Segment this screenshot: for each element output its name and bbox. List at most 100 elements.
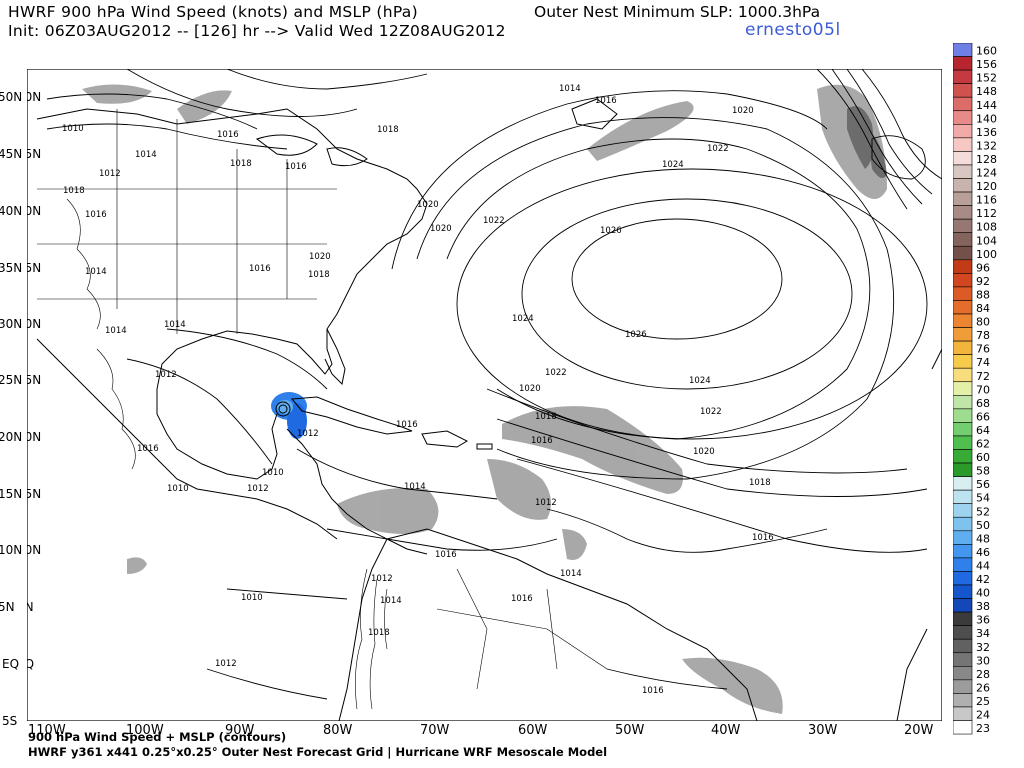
legend-label: 128 xyxy=(976,153,997,166)
isobar-label: 1012 xyxy=(215,659,237,669)
lat-label: 30N xyxy=(27,317,41,331)
legend-label: 108 xyxy=(976,221,997,234)
lon-label: 40W xyxy=(711,723,741,738)
legend-label: 48 xyxy=(976,532,990,545)
legend-label: 124 xyxy=(976,167,997,180)
legend-swatch xyxy=(953,557,973,572)
isobar-label: 1014 xyxy=(404,482,426,492)
legend-swatch xyxy=(953,164,973,179)
lat-label: 45N xyxy=(27,147,41,161)
isobar-label: 1018 xyxy=(230,159,252,169)
lon-label: 70W xyxy=(420,723,450,738)
lat-label: 25N xyxy=(27,373,41,387)
legend-label: 42 xyxy=(976,573,990,586)
storm-core xyxy=(271,392,307,439)
isobar-label: 1018 xyxy=(308,270,330,280)
isobar-label: 1020 xyxy=(430,224,452,234)
legend-label: 120 xyxy=(976,180,997,193)
lon-label: 60W xyxy=(518,723,548,738)
isobar-labels: 1010 1014 1016 1020 1022 1024 1026 1024 … xyxy=(62,84,774,696)
legend-swatch xyxy=(953,286,973,301)
legend-label: 30 xyxy=(976,654,990,667)
isobars xyxy=(46,69,942,700)
lat-label: 5S xyxy=(2,714,17,728)
legend-label: 28 xyxy=(976,668,990,681)
legend-label: 112 xyxy=(976,207,997,220)
legend-label: 32 xyxy=(976,641,990,654)
political-borders xyxy=(37,109,608,690)
isobar-label: 1018 xyxy=(377,125,399,135)
legend-swatch xyxy=(953,69,973,84)
legend-label: 88 xyxy=(976,288,990,301)
lat-label: 40N xyxy=(27,204,41,218)
isobar-label: 1016 xyxy=(531,436,553,446)
legend-label: 70 xyxy=(976,383,990,396)
legend-label: 132 xyxy=(976,139,997,152)
isobar-label: 1016 xyxy=(752,533,774,543)
legend-swatch xyxy=(953,110,973,125)
isobar-label: 1012 xyxy=(155,370,177,380)
legend-label: 144 xyxy=(976,99,997,112)
legend-label: 26 xyxy=(976,681,990,694)
lat-label: 35N xyxy=(0,261,22,275)
isobar-label: 1016 xyxy=(85,210,107,220)
legend-label: 68 xyxy=(976,397,990,410)
legend-label: 62 xyxy=(976,438,990,451)
lon-label: 110W xyxy=(28,723,66,738)
legend-swatch xyxy=(953,381,973,396)
legend-swatch xyxy=(953,449,973,464)
legend-label: 116 xyxy=(976,194,997,207)
legend-swatch xyxy=(953,571,973,586)
legend-label: 64 xyxy=(976,424,990,437)
lat-label: 5N xyxy=(0,600,15,614)
legend-swatch xyxy=(953,652,973,667)
legend-swatch xyxy=(953,598,973,613)
isobar-label: 1012 xyxy=(247,484,269,494)
lat-label: 5N xyxy=(27,600,34,614)
legend-swatch xyxy=(953,327,973,342)
legend-label: 74 xyxy=(976,356,990,369)
legend-swatch xyxy=(953,313,973,328)
isobar-label: 1016 xyxy=(249,264,271,274)
legend-swatch xyxy=(953,56,973,71)
isobar-label: 1020 xyxy=(732,106,754,116)
isobar-label: 1026 xyxy=(600,226,622,236)
footer-caption: 900 hPa Wind Speed + MSLP (contours) xyxy=(28,730,287,744)
isobar-label: 1014 xyxy=(559,84,581,94)
isobar-label: 1020 xyxy=(693,447,715,457)
legend-swatch xyxy=(953,611,973,626)
legend-swatch xyxy=(953,151,973,166)
isobar-label: 1024 xyxy=(662,160,684,170)
isobar-label: 1016 xyxy=(217,130,239,140)
legend-swatch xyxy=(953,516,973,532)
isobar-label: 1018 xyxy=(749,478,771,488)
legend-swatch xyxy=(953,476,973,491)
lon-label: 100W xyxy=(126,723,164,738)
legend-swatch xyxy=(953,205,973,220)
isobar-label: 1014 xyxy=(380,596,402,606)
legend-swatch xyxy=(953,489,973,504)
legend-label: 78 xyxy=(976,329,990,342)
isobar-label: 1016 xyxy=(642,686,664,696)
legend-swatch xyxy=(953,218,973,233)
isobar-label: 1016 xyxy=(285,162,307,172)
isobar-label: 1016 xyxy=(511,594,533,604)
lat-label: 10N xyxy=(27,543,41,557)
legend-swatch xyxy=(953,96,973,112)
lat-label: 40N xyxy=(0,204,22,218)
lat-label: 50N xyxy=(27,90,41,104)
terrain-contours xyxy=(66,198,388,710)
isobar-label: 1016 xyxy=(137,444,159,454)
legend-swatch xyxy=(953,530,973,545)
legend-label: 76 xyxy=(976,343,990,356)
isobar-label: 1022 xyxy=(545,368,567,378)
legend-label: 44 xyxy=(976,559,990,572)
lat-label: 20N xyxy=(27,430,41,444)
isobar-label: 1018 xyxy=(63,186,85,196)
legend-label: 80 xyxy=(976,316,990,329)
isobar-label: 1022 xyxy=(707,144,729,154)
legend-swatch xyxy=(953,435,973,450)
lat-label: 50N xyxy=(0,90,22,104)
legend-label: 23 xyxy=(976,722,990,735)
legend-label: 58 xyxy=(976,465,990,478)
